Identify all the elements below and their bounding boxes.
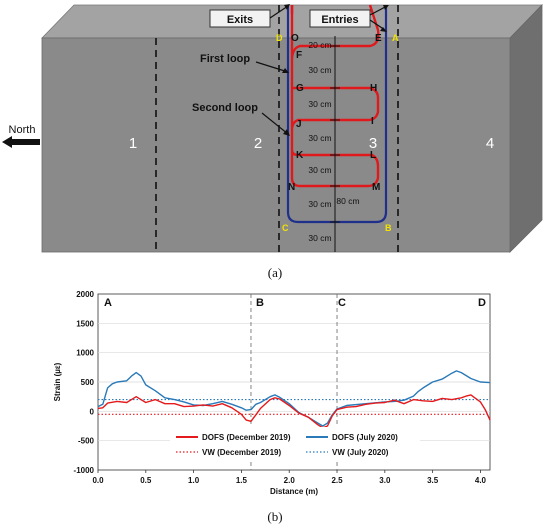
entries-arrowhead-2 bbox=[380, 27, 387, 32]
dimension-ticks bbox=[330, 45, 340, 223]
x-axis-label: Distance (m) bbox=[270, 487, 318, 496]
legend: DOFS (December 2019) DOFS (July 2020) VW… bbox=[170, 427, 420, 459]
y-tick-label: 1000 bbox=[76, 349, 94, 358]
legend-text-dofs-dec: DOFS (December 2019) bbox=[202, 433, 291, 442]
corner-letter-d: D bbox=[276, 33, 283, 43]
lane-number-2: 2 bbox=[254, 135, 262, 152]
y-tick-label: 1500 bbox=[76, 319, 94, 328]
dim-label-30cm-1: 30 cm bbox=[308, 65, 331, 75]
second-loop-arrow bbox=[261, 112, 289, 135]
y-tick-label: -500 bbox=[78, 437, 95, 446]
node-letter-e: E bbox=[375, 33, 382, 44]
series-dofs-july-2020 bbox=[97, 370, 491, 427]
corner-letter-c: C bbox=[282, 223, 289, 233]
node-letter-j: J bbox=[296, 119, 302, 130]
node-letter-i: I bbox=[371, 116, 374, 127]
node-letter-h: H bbox=[370, 83, 377, 94]
y-tick-label: 500 bbox=[81, 378, 95, 387]
x-tick-label: 1.0 bbox=[188, 476, 200, 485]
lane-number-1: 1 bbox=[129, 135, 137, 152]
node-letter-l: L bbox=[370, 150, 376, 161]
y-axis-label: Strain (µε) bbox=[53, 362, 62, 401]
y-tick-labels: 2000 1500 1000 500 0 -500 -1000 bbox=[74, 290, 95, 475]
first-loop-arrowhead bbox=[282, 68, 289, 73]
corner-letter-b: B bbox=[385, 223, 392, 233]
section-letter-c: C bbox=[338, 297, 346, 309]
section-lines bbox=[250, 294, 338, 470]
x-tick-label: 0.0 bbox=[92, 476, 104, 485]
dim-label-20cm: 20 cm bbox=[308, 40, 331, 50]
legend-text-vw-dec: VW (December 2019) bbox=[202, 448, 281, 457]
node-letter-k: K bbox=[296, 150, 304, 161]
caption-a: (a) bbox=[268, 265, 282, 280]
x-tick-label: 3.0 bbox=[379, 476, 391, 485]
y-tick-label: 2000 bbox=[76, 290, 94, 299]
exits-box bbox=[209, 9, 271, 28]
second-loop-label: Second loop bbox=[192, 102, 258, 114]
strain-chart: 2000 1500 1000 500 0 -500 -1000 0.0 0.5 1.0 1.5 2.… bbox=[53, 290, 491, 496]
node-letter-n: N bbox=[288, 182, 295, 193]
section-letter-d: D bbox=[478, 297, 486, 309]
y-tick-label: 0 bbox=[90, 407, 95, 416]
corner-letter-a: A bbox=[392, 33, 399, 43]
red-fiber-path bbox=[290, 4, 380, 188]
node-letter-o: O bbox=[291, 33, 299, 44]
x-tick-label: 1.5 bbox=[236, 476, 248, 485]
y-tick-label: -1000 bbox=[74, 466, 95, 475]
slab-front-face bbox=[41, 37, 511, 253]
exits-arrow bbox=[269, 5, 289, 19]
node-letter-g: G bbox=[296, 83, 304, 94]
x-tick-label: 2.5 bbox=[331, 476, 343, 485]
corner-letters: D A C B bbox=[276, 33, 399, 233]
x-tick-label: 0.5 bbox=[140, 476, 152, 485]
exits-arrowhead bbox=[284, 4, 290, 10]
legend-text-dofs-jul: DOFS (July 2020) bbox=[332, 433, 398, 442]
slab-diagram: 1 2 3 4 20 cm 30 cm 30 cm 30 cm 30 cm 30… bbox=[2, 4, 543, 253]
dim-label-30cm-4: 30 cm bbox=[308, 165, 331, 175]
lane-number-4: 4 bbox=[486, 135, 494, 152]
entries-box bbox=[309, 9, 371, 28]
legend-text-vw-jul: VW (July 2020) bbox=[332, 448, 389, 457]
series-lines bbox=[97, 370, 491, 429]
north-arrow-icon bbox=[2, 136, 40, 148]
node-letters: O E F G H J I K L N M bbox=[288, 33, 382, 193]
dim-label-30cm-3: 30 cm bbox=[308, 133, 331, 143]
section-letter-a: A bbox=[104, 297, 112, 309]
dim-label-30cm-5: 30 cm bbox=[308, 199, 331, 209]
north-label: North bbox=[9, 124, 36, 136]
x-tick-label: 2.0 bbox=[284, 476, 296, 485]
node-letter-m: M bbox=[372, 182, 380, 193]
x-tick-label: 3.5 bbox=[427, 476, 439, 485]
entries-label: Entries bbox=[321, 14, 358, 26]
section-letter-b: B bbox=[256, 297, 264, 309]
node-letter-f: F bbox=[296, 50, 302, 61]
slab-right-face bbox=[509, 4, 543, 253]
legend-box bbox=[170, 427, 420, 459]
series-dofs-december-2019 bbox=[97, 394, 491, 429]
entries-arrowhead bbox=[383, 5, 389, 10]
first-loop-arrow bbox=[255, 61, 289, 73]
x-tick-label: 4.0 bbox=[475, 476, 487, 485]
dim-label-30cm-2: 30 cm bbox=[308, 99, 331, 109]
dim-label-30cm-6: 30 cm bbox=[308, 233, 331, 243]
second-loop-arrowhead bbox=[283, 129, 290, 136]
exits-label: Exits bbox=[227, 14, 253, 26]
lane-number-3: 3 bbox=[369, 135, 377, 152]
first-loop-label: First loop bbox=[200, 53, 250, 65]
dim-label-80cm: 80 cm bbox=[336, 196, 359, 206]
x-tick-labels: 0.0 0.5 1.0 1.5 2.0 2.5 3.0 3.5 4.0 bbox=[92, 470, 487, 485]
caption-b: (b) bbox=[267, 509, 282, 524]
